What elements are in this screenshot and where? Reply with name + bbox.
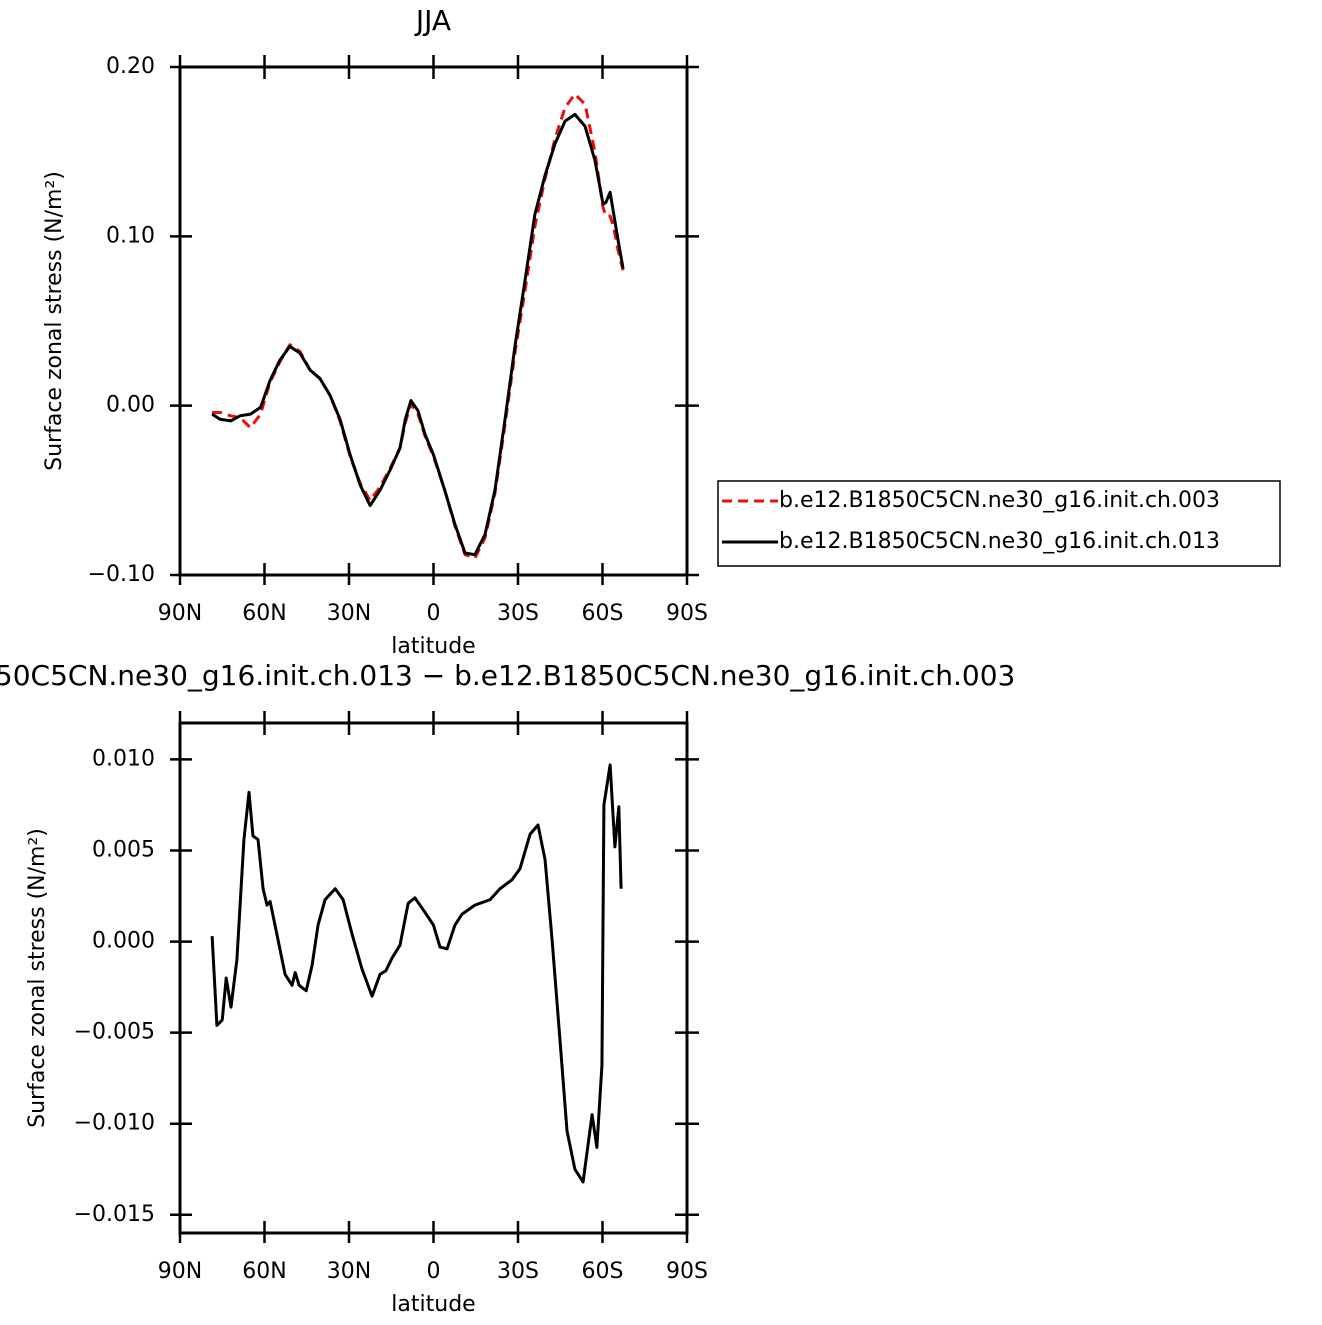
x-tick-label: 60N — [242, 601, 286, 626]
x-axis-label: latitude — [391, 1292, 475, 1317]
x-tick-label: 60S — [582, 601, 624, 626]
y-tick-label: 0.20 — [106, 54, 155, 79]
x-tick-label: 90S — [666, 1259, 708, 1284]
plot-frame — [178, 65, 689, 577]
data-line — [211, 112, 625, 557]
data-line — [212, 92, 625, 560]
x-tick-label: 30S — [497, 601, 539, 626]
y-tick-label: −0.005 — [74, 1020, 155, 1045]
x-tick-label: 90N — [158, 1259, 202, 1284]
y-tick-label: 0.000 — [92, 929, 155, 954]
x-axis-label: latitude — [391, 634, 475, 659]
x-tick-label: 0 — [427, 601, 441, 626]
x-tick-label: 90N — [158, 601, 202, 626]
x-tick-label: 90S — [666, 601, 708, 626]
legend-box — [717, 480, 1281, 567]
x-tick-label: 0 — [427, 1259, 441, 1284]
y-tick-label: 0.005 — [92, 838, 155, 863]
chart-title: b.e12.B1850C5CN.ne30_g16.init.ch.013 − b… — [0, 659, 1015, 692]
y-tick-label: −0.015 — [74, 1202, 155, 1227]
data-line — [210, 763, 623, 1184]
legend-label: b.e12.B1850C5CN.ne30_g16.init.ch.003 — [779, 488, 1220, 513]
x-tick-label: 60N — [242, 1259, 286, 1284]
y-tick-label: −0.010 — [74, 1111, 155, 1136]
x-tick-label: 30S — [497, 1259, 539, 1284]
y-tick-label: 0.010 — [92, 746, 155, 771]
y-tick-label: 0.10 — [106, 223, 155, 248]
chart-title: JJA — [414, 4, 451, 37]
legend-label: b.e12.B1850C5CN.ne30_g16.init.ch.013 — [779, 529, 1220, 554]
y-tick-label: 0.00 — [106, 393, 155, 418]
y-tick-label: −0.10 — [88, 562, 155, 587]
y-axis-label: Surface zonal stress (N/m²) — [25, 828, 50, 1128]
x-tick-label: 30N — [327, 1259, 371, 1284]
x-tick-label: 60S — [582, 1259, 624, 1284]
x-tick-label: 30N — [327, 601, 371, 626]
y-axis-label: Surface zonal stress (N/m²) — [42, 171, 67, 471]
